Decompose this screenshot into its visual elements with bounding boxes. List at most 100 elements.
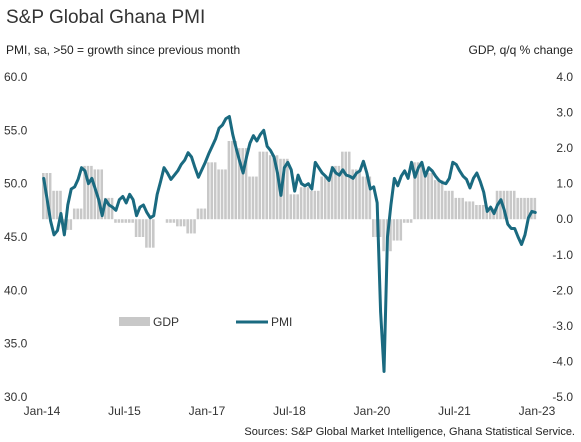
left-tick-label: 40.0 (4, 283, 28, 297)
gdp-bar (478, 205, 482, 220)
legend-pmi-label: PMI (271, 315, 292, 329)
gdp-bar (327, 176, 330, 220)
x-axis-ticks: Jan-14 Jul-15 Jan-17 Jul-18 Jan-20 Jul-21 Jan-… (24, 404, 556, 418)
right-tick-label: 0.0 (556, 212, 573, 226)
left-axis-ticks: 60.0 55.0 50.0 45.0 40.0 35.0 30.0 (4, 70, 28, 404)
gdp-bar (506, 190, 509, 220)
gdp-bar (217, 169, 220, 220)
right-tick-label: -2.0 (552, 283, 573, 297)
gdp-bar (193, 219, 196, 234)
right-tick-label: 1.0 (556, 177, 573, 191)
gdp-bar (196, 208, 200, 220)
gdp-bar (121, 219, 124, 223)
gdp-bar (69, 219, 73, 230)
gdp-bar (52, 190, 55, 220)
gdp-bar (48, 173, 52, 220)
right-tick-label: 3.0 (556, 106, 573, 120)
right-tick-label: -3.0 (552, 319, 573, 333)
right-tick-label: -5.0 (552, 390, 573, 404)
legend-gdp-label: GDP (153, 315, 179, 329)
pmi-line (42, 114, 537, 373)
gdp-bar (248, 176, 251, 220)
gdp-bar (413, 162, 416, 220)
gdp-bar (306, 187, 310, 220)
right-tick-label: 2.0 (556, 141, 573, 155)
gdp-bar (152, 219, 155, 248)
gdp-bar (406, 219, 409, 223)
gdp-bar (265, 151, 269, 220)
source-note: Sources: S&P Global Market Intelligence,… (244, 426, 575, 438)
gdp-bar (124, 219, 128, 223)
gdp-bar (378, 219, 382, 237)
pmi-line-layer (42, 114, 537, 373)
gdp-bar (72, 208, 76, 220)
gdp-bar (237, 148, 241, 220)
gdp-bar (399, 219, 403, 241)
gdp-bar (224, 169, 227, 220)
gdp-bar (258, 151, 262, 220)
gdp-bar (409, 219, 413, 223)
gdp-bar (488, 208, 492, 220)
gdp-bar (100, 169, 104, 220)
gdp-bar (313, 190, 317, 220)
gdp-bar (433, 180, 437, 220)
gdp-bar (344, 151, 348, 220)
gdp-bar (382, 219, 385, 252)
gdp-bar (323, 176, 327, 220)
x-tick-label: Jul-18 (273, 404, 306, 418)
gdp-bar (317, 190, 320, 220)
gdp-bar (299, 187, 303, 220)
gdp-bar (272, 155, 275, 220)
gdp-bar (368, 176, 372, 220)
gdp-bar (234, 141, 238, 220)
gdp-bar (275, 155, 279, 220)
gdp-bar (485, 208, 489, 220)
x-tick-label: Jul-21 (438, 404, 471, 418)
gdp-bar (262, 151, 265, 220)
gdp-bar (251, 176, 255, 220)
gdp-bar (207, 162, 210, 220)
gdp-bar (464, 201, 468, 220)
gdp-bar (93, 169, 97, 220)
left-tick-label: 30.0 (4, 390, 28, 404)
left-tick-label: 50.0 (4, 177, 28, 191)
x-tick-label: Jul-15 (108, 404, 141, 418)
gdp-bar (396, 219, 399, 241)
gdp-bar (244, 148, 248, 220)
gdp-bar (127, 219, 131, 223)
gdp-bar (59, 190, 62, 220)
gdp-bar (200, 208, 203, 220)
gdp-bar (255, 176, 258, 220)
right-axis-ticks: 4.0 3.0 2.0 1.0 0.0 -1.0 -2.0 -3.0 -4.0 -5.0 (552, 70, 573, 404)
gdp-bar (310, 190, 313, 220)
gdp-bar (471, 201, 475, 220)
right-tick-label: -1.0 (552, 248, 573, 262)
gdp-bar (365, 176, 368, 220)
gdp-bars (42, 141, 537, 252)
gdp-bar (134, 219, 138, 237)
gdp-bar (165, 219, 169, 223)
gdp-bar (42, 173, 45, 220)
gdp-bar (330, 165, 334, 220)
gdp-bar (141, 219, 145, 237)
gdp-bar (361, 176, 365, 220)
gdp-bar (530, 197, 533, 220)
x-tick-label: Jan-14 (24, 404, 61, 418)
gdp-bar (292, 194, 296, 220)
gdp-bar (148, 219, 152, 248)
gdp-bar (512, 190, 516, 220)
legend: GDP PMI (119, 315, 292, 329)
gdp-bar (172, 219, 176, 223)
gdp-bar (186, 219, 189, 234)
gdp-bar (351, 169, 354, 220)
gdp-bar (533, 197, 537, 220)
right-axis-label: GDP, q/q % change (468, 43, 573, 57)
gdp-bar (296, 194, 299, 220)
gdp-bar (457, 197, 461, 220)
gdp-bar (437, 180, 440, 220)
gdp-bar (427, 173, 430, 220)
gdp-bar (402, 219, 406, 223)
gdp-bar (468, 201, 471, 220)
gdp-bar (145, 219, 148, 248)
